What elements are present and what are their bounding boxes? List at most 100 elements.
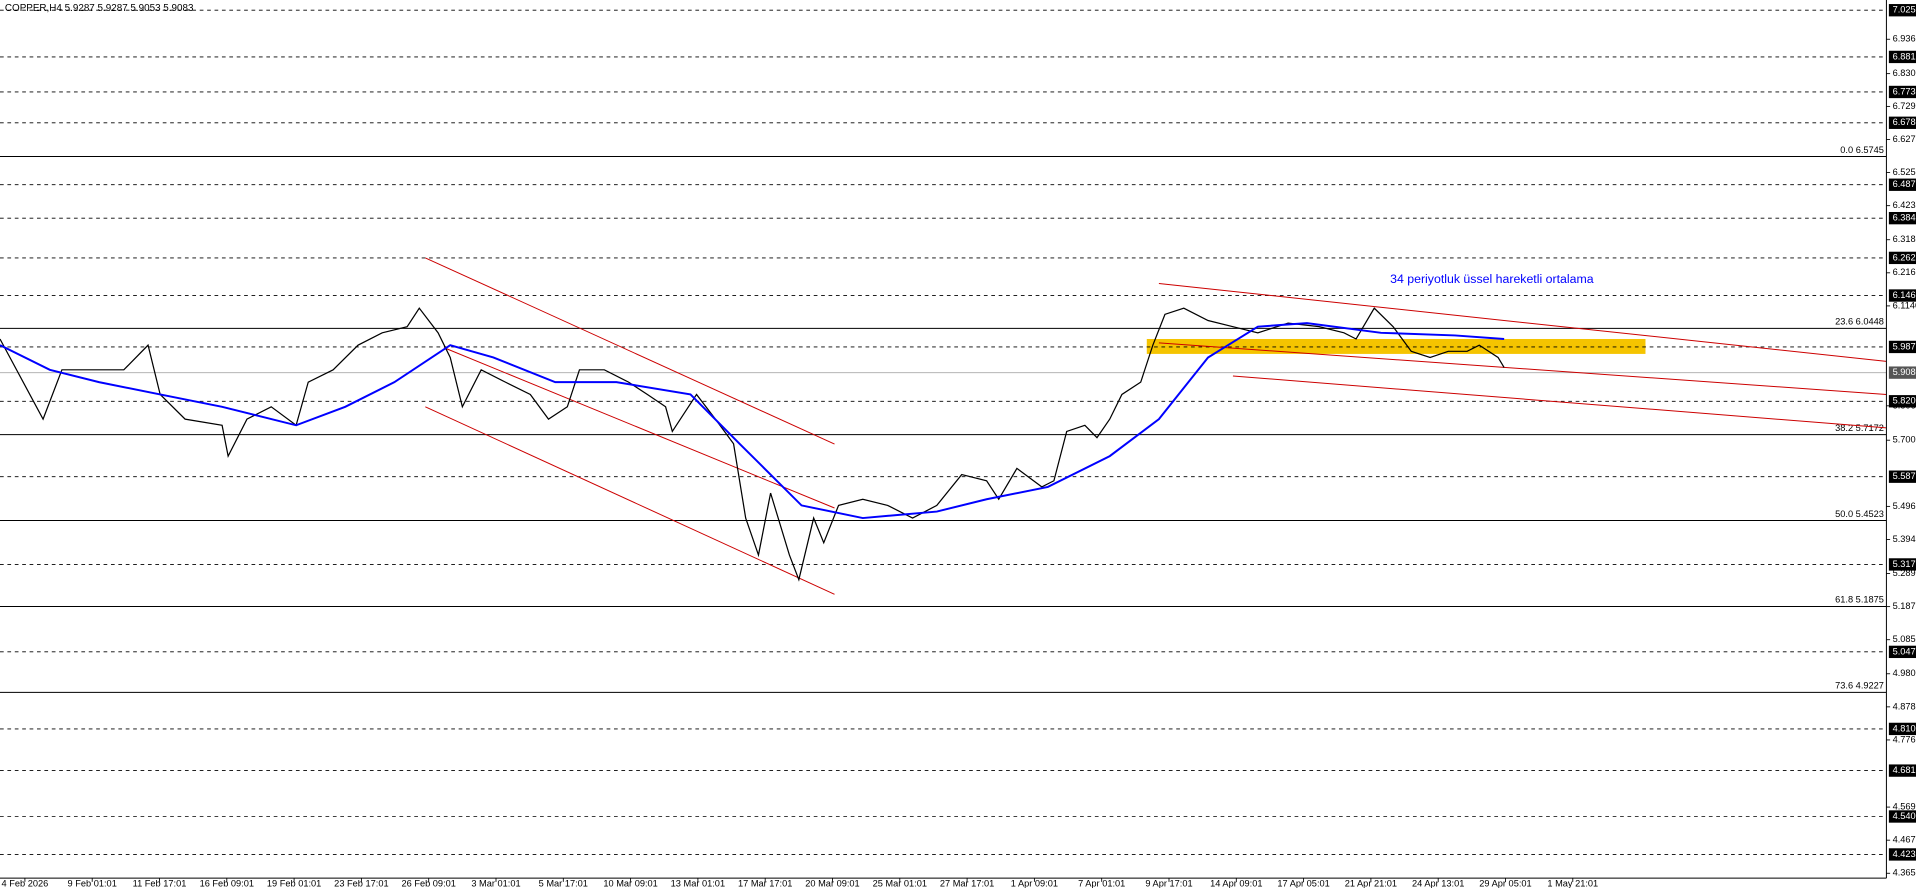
- level-label: 5.0475: [1893, 646, 1916, 656]
- y-tick-label: 4.8780: [1893, 701, 1916, 711]
- level-label: 5.8200: [1893, 396, 1916, 406]
- chart-title: COPPER,H4 5.9287 5.9287 5.9053 5.9083: [5, 3, 194, 14]
- x-tick-label: 14 Apr 09:01: [1210, 879, 1262, 888]
- y-tick-label: 6.6270: [1893, 134, 1916, 144]
- level-box: [1888, 85, 1916, 99]
- level-label: 4.4230: [1893, 849, 1916, 859]
- y-tick-label: 4.5690: [1893, 802, 1916, 812]
- y-tick-label: 5.1870: [1893, 601, 1916, 611]
- level-box: [1888, 470, 1916, 483]
- level-label: 6.3845: [1893, 213, 1916, 223]
- y-tick-label: 6.3180: [1893, 234, 1916, 244]
- fib-label: 50.0 5.4523: [1835, 509, 1884, 519]
- level-box: [1888, 645, 1916, 659]
- x-tick-label: 1 Apr 09:01: [1011, 879, 1058, 888]
- y-tick-label: 6.9360: [1893, 34, 1916, 44]
- level-label: 4.8100: [1893, 723, 1916, 733]
- x-tick-label: 1 May 21:01: [1547, 879, 1598, 888]
- x-tick-label: 29 Apr 05:01: [1479, 879, 1531, 888]
- level-label: 6.2620: [1893, 252, 1916, 262]
- level-box: [1888, 764, 1916, 777]
- level-box: [1888, 4, 1916, 17]
- level-box: [1888, 722, 1916, 736]
- y-tick-label: 5.7000: [1893, 435, 1916, 445]
- fib-label: 61.8 5.1875: [1835, 595, 1884, 605]
- x-tick-label: 23 Feb 17:01: [334, 879, 388, 888]
- fib-label: 73.6 4.9227: [1835, 681, 1884, 691]
- level-label: 7.0255: [1893, 5, 1916, 15]
- y-tick-label: 6.8300: [1893, 68, 1916, 78]
- x-tick-label: 3 Mar 01:01: [471, 879, 520, 888]
- trendline: [1232, 375, 1887, 429]
- fib-label: 38.2 5.7172: [1835, 423, 1884, 433]
- level-box: [1888, 848, 1916, 861]
- trendline: [425, 406, 835, 595]
- x-tick-label: 25 Mar 01:01: [873, 879, 927, 888]
- x-tick-label: 9 Feb 01:01: [68, 879, 117, 888]
- x-tick-label: 4 Feb 2026: [2, 879, 49, 888]
- y-tick-label: 5.3940: [1893, 534, 1916, 544]
- fib-label: 0.0 6.5745: [1840, 145, 1884, 155]
- level-box: [1888, 810, 1916, 823]
- level-label: 6.1460: [1893, 290, 1916, 300]
- x-tick-label: 16 Feb 09:01: [200, 879, 254, 888]
- level-box: [1888, 340, 1916, 354]
- trendline: [443, 347, 835, 509]
- level-box: [1888, 178, 1916, 191]
- y-tick-label: 4.3650: [1893, 868, 1916, 878]
- fib-label: 23.6 6.0448: [1835, 317, 1884, 327]
- x-tick-label: 13 Mar 01:01: [671, 879, 725, 888]
- level-label: 6.8815: [1893, 51, 1916, 61]
- level-label: 4.5400: [1893, 811, 1916, 821]
- y-tick-label: 5.0850: [1893, 634, 1916, 644]
- trendline: [1158, 342, 1887, 395]
- level-label: 6.6785: [1893, 117, 1916, 127]
- level-label: 6.7735: [1893, 86, 1916, 96]
- x-tick-label: 27 Mar 17:01: [940, 879, 994, 888]
- x-tick-label: 17 Apr 05:01: [1277, 879, 1329, 888]
- level-box: [1888, 395, 1916, 408]
- trendline: [1158, 283, 1887, 362]
- x-tick-label: 26 Feb 09:01: [401, 879, 455, 888]
- x-tick-label: 20 Mar 09:01: [805, 879, 859, 888]
- trendline: [425, 257, 835, 445]
- y-tick-label: 4.7760: [1893, 734, 1916, 744]
- axis-bg: [1886, 0, 1916, 888]
- ema-line: [0, 322, 1505, 520]
- y-tick-label: 5.4960: [1893, 501, 1916, 511]
- level-label: 4.6815: [1893, 765, 1916, 775]
- level-label: 6.4875: [1893, 179, 1916, 189]
- x-tick-label: 24 Apr 13:01: [1412, 879, 1464, 888]
- y-tick-label: 6.1140: [1893, 300, 1916, 310]
- price-line-series: [0, 307, 1505, 582]
- level-box: [1888, 116, 1916, 129]
- y-tick-label: 6.5250: [1893, 167, 1916, 177]
- y-tick-label: 5.2890: [1893, 568, 1916, 578]
- y-tick-label: 6.4230: [1893, 200, 1916, 210]
- x-tick-label: 5 Mar 17:01: [539, 879, 588, 888]
- y-tick-label: 6.7290: [1893, 101, 1916, 111]
- x-tick-label: 17 Mar 17:01: [738, 879, 792, 888]
- level-box: [1888, 289, 1916, 302]
- level-label: 5.3170: [1893, 559, 1916, 569]
- x-tick-label: 19 Feb 01:01: [267, 879, 321, 888]
- y-tick-label: 4.9800: [1893, 668, 1916, 678]
- x-tick-label: 21 Apr 21:01: [1345, 879, 1397, 888]
- level-box: [1888, 211, 1916, 225]
- level-box: [1888, 251, 1916, 265]
- price-label: 5.9083: [1893, 367, 1916, 377]
- x-tick-label: 7 Apr 01:01: [1078, 879, 1125, 888]
- x-tick-label: 11 Feb 17:01: [133, 879, 187, 888]
- level-box: [1888, 558, 1916, 571]
- level-box: [1888, 50, 1916, 64]
- price-box: [1888, 366, 1916, 379]
- ema-annotation: 34 periyotluk üssel hareketli ortalama: [1390, 272, 1594, 286]
- support-zone: [1146, 338, 1646, 354]
- x-tick-label: 9 Apr 17:01: [1145, 879, 1192, 888]
- y-tick-label: 4.4670: [1893, 835, 1916, 845]
